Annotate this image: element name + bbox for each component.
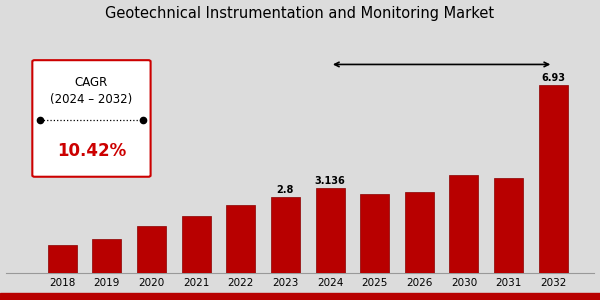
Bar xyxy=(405,192,434,273)
Bar xyxy=(449,176,478,273)
Text: 10.42%: 10.42% xyxy=(57,142,126,160)
Bar xyxy=(539,85,568,273)
Text: 2.8: 2.8 xyxy=(277,185,294,196)
Bar xyxy=(182,216,211,273)
Bar xyxy=(316,188,344,273)
Title: Geotechnical Instrumentation and Monitoring Market: Geotechnical Instrumentation and Monitor… xyxy=(106,6,494,21)
Bar xyxy=(92,239,121,273)
Bar xyxy=(137,226,166,273)
Text: (2024 – 2032): (2024 – 2032) xyxy=(50,93,133,106)
Bar xyxy=(226,205,255,273)
Bar xyxy=(494,178,523,273)
FancyBboxPatch shape xyxy=(32,60,151,177)
Bar xyxy=(360,194,389,273)
Text: 6.93: 6.93 xyxy=(541,74,565,83)
Bar xyxy=(271,197,300,273)
Text: CAGR: CAGR xyxy=(75,76,108,89)
Text: 3.136: 3.136 xyxy=(314,176,346,186)
Bar xyxy=(48,244,77,273)
